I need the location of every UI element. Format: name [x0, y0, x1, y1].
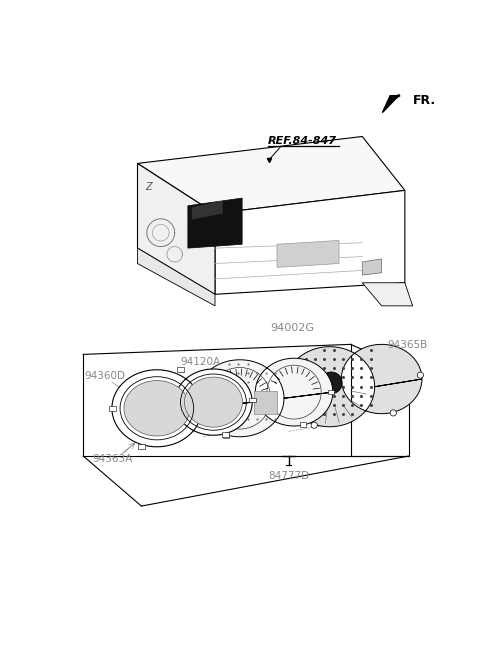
Bar — [194, 396, 200, 401]
Polygon shape — [137, 248, 215, 306]
Bar — [177, 367, 184, 372]
Bar — [254, 390, 277, 414]
Circle shape — [321, 372, 342, 394]
Polygon shape — [196, 358, 333, 437]
Bar — [222, 432, 229, 437]
Text: 94002G: 94002G — [271, 323, 314, 333]
Polygon shape — [112, 369, 252, 447]
Text: 94360D: 94360D — [85, 371, 126, 380]
Polygon shape — [285, 344, 422, 427]
Polygon shape — [383, 96, 399, 113]
Circle shape — [284, 380, 290, 386]
Text: 94365B: 94365B — [388, 340, 428, 350]
Polygon shape — [362, 283, 413, 306]
Polygon shape — [137, 163, 215, 295]
Ellipse shape — [124, 380, 190, 436]
Bar — [328, 390, 335, 394]
Text: REF.84-847: REF.84-847 — [268, 136, 336, 146]
Polygon shape — [137, 136, 405, 213]
Polygon shape — [215, 190, 405, 295]
Bar — [223, 433, 229, 438]
Ellipse shape — [184, 377, 242, 427]
Polygon shape — [188, 198, 242, 248]
Polygon shape — [192, 200, 223, 220]
Polygon shape — [277, 240, 339, 268]
Circle shape — [390, 410, 396, 416]
Bar — [300, 422, 306, 427]
Text: 94363A: 94363A — [93, 455, 133, 464]
Circle shape — [311, 422, 317, 428]
Circle shape — [417, 372, 423, 379]
Text: FR.: FR. — [413, 94, 436, 107]
Polygon shape — [362, 259, 382, 275]
Text: Z: Z — [145, 182, 152, 192]
Bar — [138, 445, 145, 449]
Text: 94120A: 94120A — [180, 358, 220, 367]
Text: 84777D: 84777D — [268, 472, 309, 482]
Bar — [109, 406, 116, 411]
Bar — [249, 398, 256, 402]
